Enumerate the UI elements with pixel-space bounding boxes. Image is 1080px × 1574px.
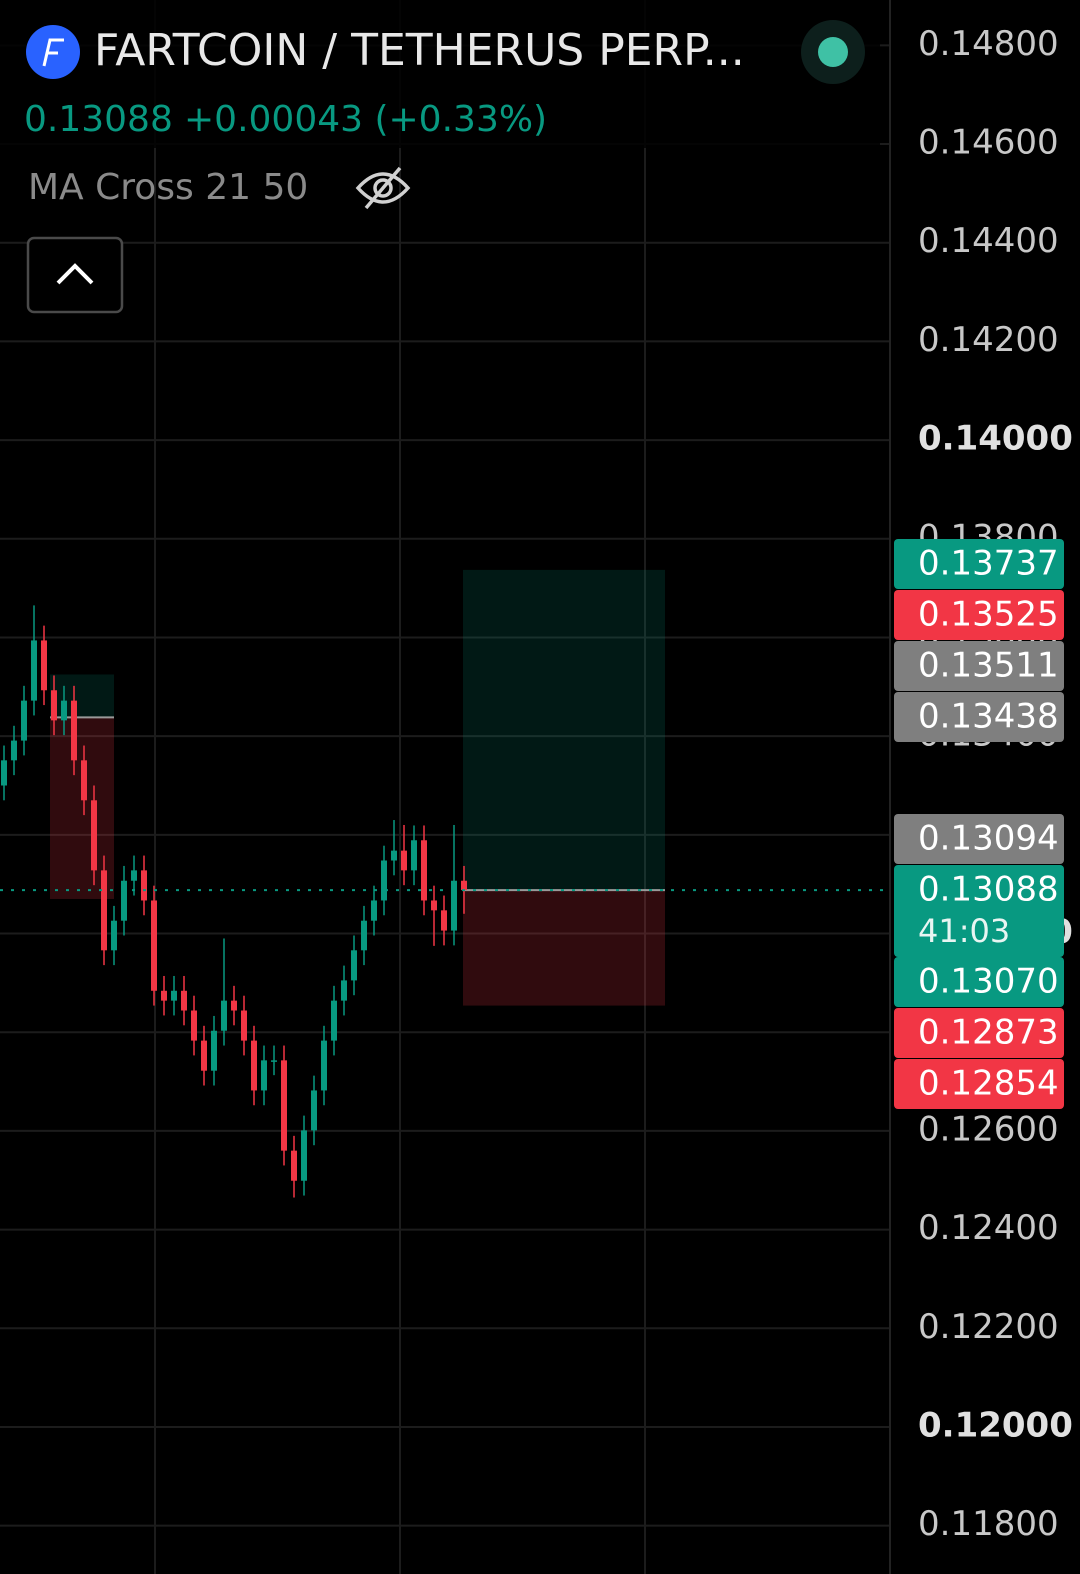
last-price: 0.13088 — [24, 99, 173, 140]
candle-body — [71, 700, 77, 761]
price-label-bg — [894, 590, 1064, 640]
price-label-bg — [894, 957, 1064, 1007]
price-label: 0.13088 — [918, 870, 1059, 910]
y-tick-label: 0.12000 — [918, 1405, 1073, 1445]
price-label-bg — [894, 539, 1064, 589]
y-tick-label: 0.14600 — [918, 123, 1059, 163]
candle-body — [1, 760, 7, 786]
candle-body — [461, 880, 467, 891]
candle-body — [141, 870, 147, 901]
price-change: +0.00043 (+0.33%) — [184, 99, 547, 140]
header: FARTCOIN / TETHERUS PERP... 0.13088 +0.0… — [0, 0, 880, 314]
candle-body — [41, 640, 47, 691]
price-label: 0.12854 — [918, 1064, 1059, 1104]
candle-body — [301, 1130, 307, 1181]
stop-zone — [463, 890, 665, 1006]
axis: 0.148000.146000.144000.142000.140000.138… — [894, 24, 1073, 1544]
price-label-bg — [894, 1059, 1064, 1109]
chevron-up — [56, 263, 94, 285]
target-zone — [50, 674, 114, 718]
collapse-button[interactable] — [26, 236, 124, 314]
candle-body — [421, 840, 427, 901]
candle-body — [401, 850, 407, 871]
candle-body — [11, 740, 17, 761]
candle-body — [111, 920, 117, 951]
candle-body — [391, 850, 397, 861]
price-label: 0.13511 — [918, 646, 1059, 686]
y-tick-label: 0.12600 — [918, 1109, 1059, 1149]
candle-body — [341, 980, 347, 1001]
y-tick-label: 0.12400 — [918, 1208, 1059, 1248]
candle-body — [231, 1000, 237, 1011]
price-label-bg — [894, 814, 1064, 864]
price-label: 0.12873 — [918, 1013, 1059, 1053]
y-tick-label: 0.14200 — [918, 320, 1059, 360]
candle-body — [81, 760, 87, 801]
y-tick-label: 0.12200 — [918, 1307, 1059, 1347]
candle-body — [281, 1060, 287, 1151]
coin-glyph — [42, 38, 64, 67]
candle-body — [381, 860, 387, 901]
plot — [0, 569, 890, 1198]
hide-icon[interactable] — [355, 166, 411, 210]
candle-body — [171, 990, 177, 1001]
candle-body — [91, 800, 97, 871]
candle-body — [221, 1000, 227, 1031]
candle-body — [431, 900, 437, 911]
candle-body — [51, 690, 57, 721]
candle-body — [261, 1060, 267, 1091]
candle-body — [441, 910, 447, 931]
candle-body — [241, 1010, 247, 1041]
candle-body — [451, 880, 457, 931]
header-bg — [0, 0, 880, 148]
price-label-bg — [894, 692, 1064, 742]
candle-body — [201, 1040, 207, 1071]
candle-body — [181, 990, 187, 1011]
candle-body — [131, 870, 137, 881]
candle-body — [321, 1040, 327, 1091]
candle-body — [191, 1010, 197, 1041]
candle-body — [161, 990, 167, 1001]
candle-body — [21, 700, 27, 741]
candle-body — [291, 1150, 297, 1181]
price-label: 0.13438 — [918, 697, 1059, 737]
price-label: 0.13525 — [918, 595, 1059, 635]
y-tick-label: 0.14000 — [918, 419, 1073, 459]
candle-body — [31, 640, 37, 701]
y-tick-label: 0.14400 — [918, 221, 1059, 261]
indicator-name[interactable]: MA Cross 21 50 — [28, 167, 308, 208]
y-tick-label: 0.14800 — [918, 24, 1059, 64]
candle-body — [211, 1030, 217, 1071]
price-label-bg — [894, 641, 1064, 691]
candle-body — [61, 700, 67, 721]
target-zone — [463, 569, 665, 891]
pupil — [373, 178, 393, 198]
grid — [0, 0, 890, 1574]
price-axis — [890, 0, 1080, 1574]
symbol-title[interactable]: FARTCOIN / TETHERUS PERP... — [94, 25, 745, 76]
candle-body — [151, 900, 157, 991]
price-label: 0.13070 — [918, 962, 1059, 1002]
y-tick-label: 0.11800 — [918, 1504, 1059, 1544]
candle-body — [271, 1060, 277, 1062]
candle-body — [351, 950, 357, 981]
price-label-bg — [894, 1008, 1064, 1058]
candle-body — [251, 1040, 257, 1091]
candle-body — [101, 870, 107, 951]
countdown: 41:03 — [918, 912, 1010, 950]
candle-body — [411, 840, 417, 871]
status-dot — [818, 37, 848, 67]
price-label: 0.13737 — [918, 544, 1059, 584]
candle-body — [311, 1090, 317, 1131]
candle-body — [121, 880, 127, 921]
candle-body — [331, 1000, 337, 1041]
candle-body — [371, 900, 377, 921]
price-label: 0.13094 — [918, 819, 1059, 859]
slash — [364, 166, 402, 210]
candle-body — [361, 920, 367, 951]
price-label-bg — [894, 865, 1064, 957]
